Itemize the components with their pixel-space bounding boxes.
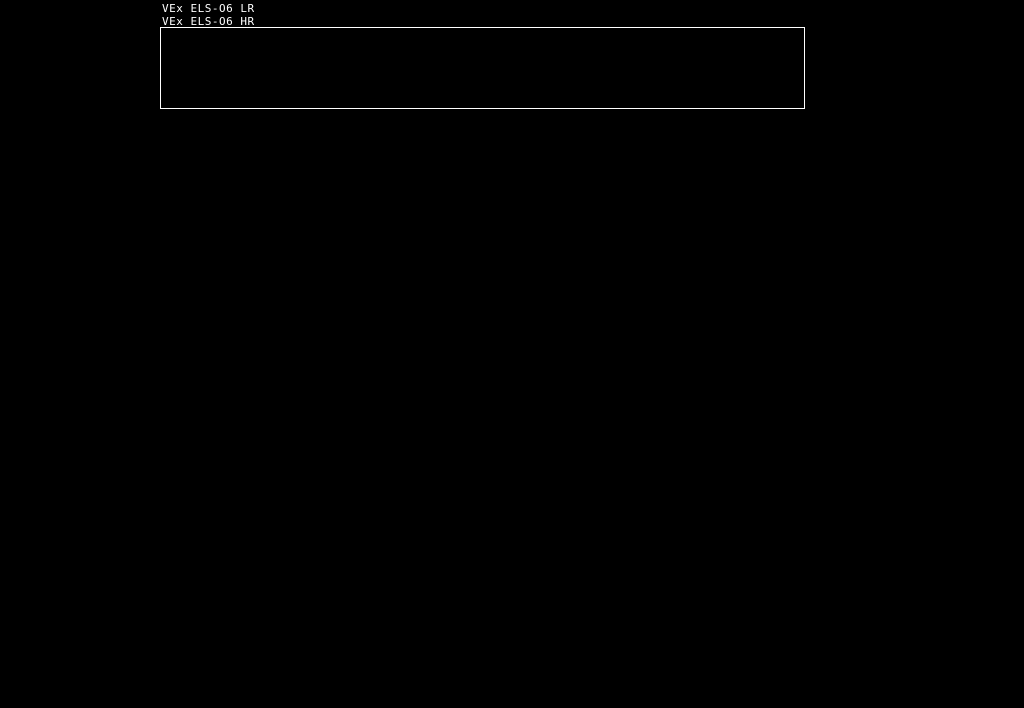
top-title-1: VEx ELS-O6 LR [162,2,255,15]
top-title-2: VEx ELS-O6 HR [162,15,255,28]
panel-canvas-electron-energy-els06 [161,28,804,108]
panel-electron-energy-els06 [160,27,805,109]
